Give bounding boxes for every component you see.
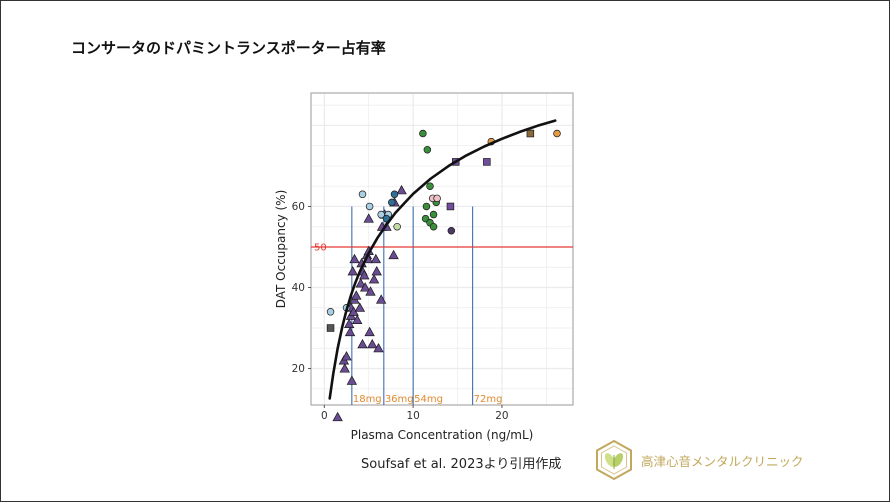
- dose-label-54mg: 54mg: [414, 394, 443, 405]
- y-tick-label: 20: [292, 363, 305, 375]
- data-point-triangle: [363, 213, 374, 223]
- data-point-circle: [429, 222, 438, 231]
- data-point-circle: [447, 227, 456, 235]
- x-tick-label: 10: [406, 410, 419, 422]
- data-point-square: [526, 129, 535, 138]
- data-point-triangle: [371, 265, 382, 276]
- data-point-triangle: [375, 294, 387, 304]
- data-point-triangle: [351, 290, 362, 300]
- data-point-triangle: [355, 278, 366, 288]
- data-point-triangle: [365, 286, 376, 296]
- data-point-triangle: [346, 375, 358, 385]
- hexagon-leaf-icon: [596, 439, 632, 481]
- citation: Soufsaf et al. 2023より引用作成: [361, 457, 562, 472]
- y-axis-title: DAT Occupancy (%): [274, 190, 288, 309]
- data-point-triangle: [357, 338, 368, 349]
- threshold-label: 50: [314, 242, 327, 253]
- data-point-circle: [326, 308, 335, 316]
- data-point-triangle: [344, 326, 356, 337]
- data-point-circle: [423, 145, 432, 154]
- data-point-triangle: [373, 342, 384, 353]
- data-point-triangle: [359, 282, 371, 292]
- scatter-points-layer: [326, 129, 561, 422]
- data-point-triangle: [367, 338, 378, 349]
- data-point-circle: [419, 129, 427, 138]
- y-tick-label: 40: [292, 282, 305, 294]
- data-point-triangle: [339, 363, 350, 373]
- data-point-triangle: [359, 270, 370, 280]
- data-point-circle: [553, 129, 561, 138]
- data-point-triangle: [343, 318, 355, 328]
- plot-background: [311, 93, 573, 405]
- dose-label-72mg: 72mg: [474, 394, 503, 405]
- occupancy-chart: 18mg 36mg 54mg 72mg 50 0 10 20 20 40 60 Plasma C…: [274, 92, 574, 442]
- data-point-triangle: [351, 314, 363, 324]
- data-point-circle: [358, 190, 367, 199]
- data-point-triangle: [368, 274, 380, 284]
- x-tick-label: 20: [495, 410, 508, 422]
- dose-label-18mg: 18mg: [353, 394, 382, 405]
- data-point-triangle: [388, 249, 399, 260]
- data-point-triangle: [370, 253, 382, 264]
- x-axis-title: Plasma Concentration (ng/mL): [351, 428, 534, 442]
- data-point-circle: [433, 194, 441, 203]
- data-point-triangle: [347, 265, 358, 276]
- data-point-circle: [365, 202, 374, 211]
- data-point-circle: [426, 182, 434, 190]
- data-point-square: [326, 324, 335, 332]
- data-point-triangle: [349, 253, 360, 264]
- clinic-name: 高津心音メンタルクリニック: [641, 453, 804, 469]
- data-point-circle: [390, 190, 399, 199]
- tick-labels-layer: 0 10 20 20 40 60: [292, 201, 509, 422]
- data-point-triangle: [332, 411, 343, 422]
- plot-frame: [310, 92, 574, 406]
- data-point-circle: [422, 202, 431, 211]
- clinic-logo: 高津心音メンタルクリニック: [595, 439, 815, 481]
- fit-curve: [328, 119, 557, 400]
- x-tick-label: 0: [321, 410, 328, 422]
- dose-marker-layer: 18mg 36mg 54mg 72mg: [351, 206, 503, 405]
- y-tick-label: 60: [292, 201, 305, 213]
- slide-title: コンサータのドパミントランスポーター占有率: [71, 39, 386, 57]
- grid-layer: [311, 93, 573, 405]
- data-point-circle: [388, 198, 396, 207]
- data-point-square: [483, 158, 491, 166]
- data-point-triangle: [341, 351, 352, 361]
- data-point-triangle: [396, 184, 407, 195]
- data-point-square: [446, 202, 455, 211]
- data-point-triangle: [354, 302, 366, 312]
- data-point-triangle: [364, 326, 375, 337]
- data-point-circle: [393, 222, 401, 231]
- data-point-circle: [429, 210, 438, 219]
- dose-label-36mg: 36mg: [385, 394, 414, 405]
